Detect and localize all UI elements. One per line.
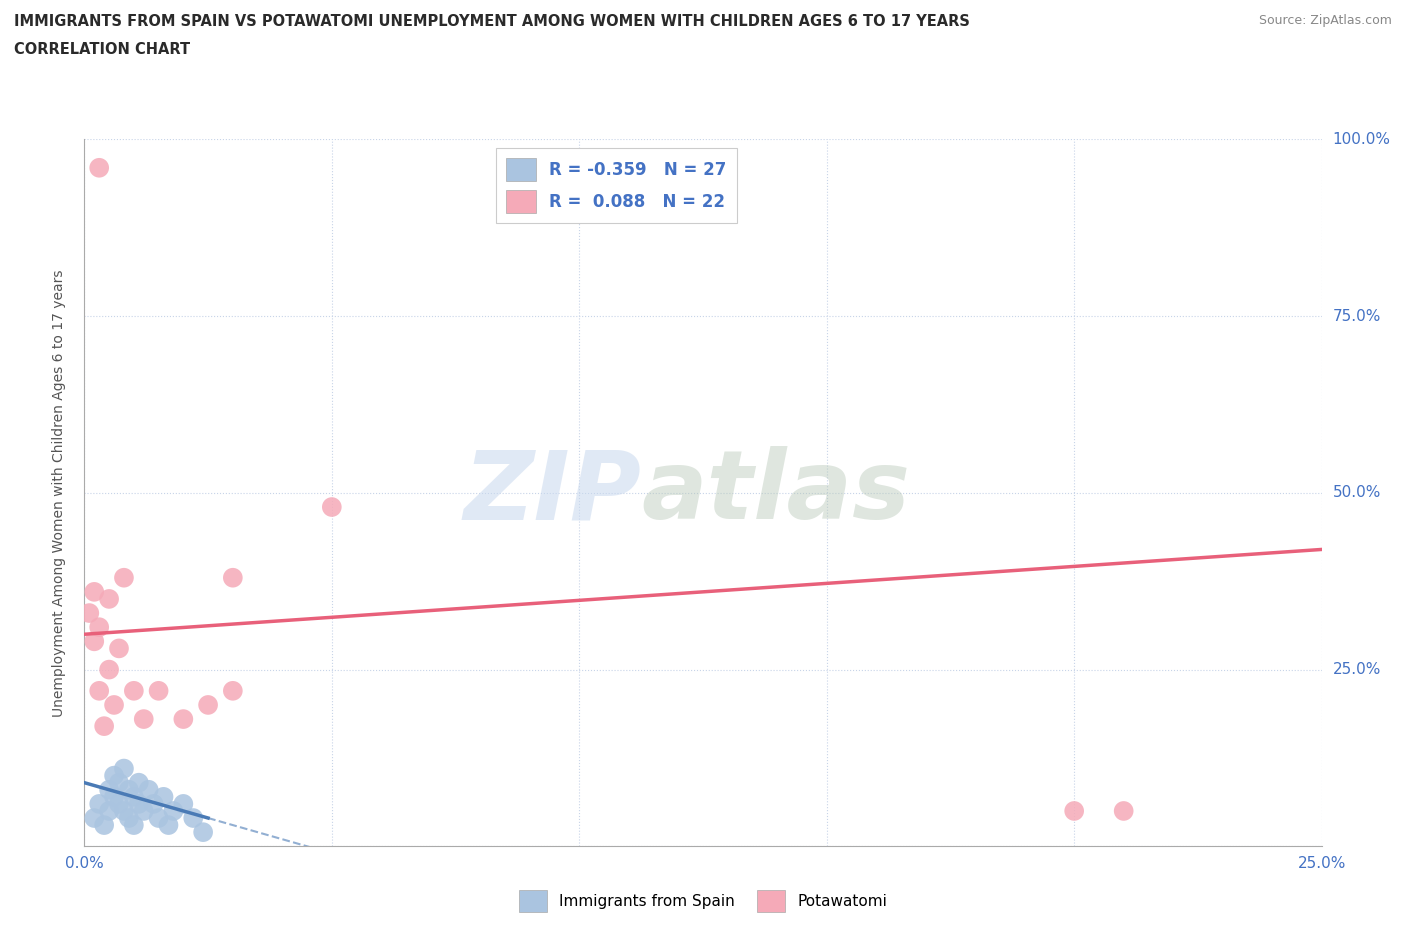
Point — [132, 711, 155, 726]
Point — [148, 684, 170, 698]
Point — [138, 782, 160, 797]
Point — [118, 782, 141, 797]
Text: 75.0%: 75.0% — [1333, 309, 1381, 324]
Point — [172, 796, 194, 811]
Text: Source: ZipAtlas.com: Source: ZipAtlas.com — [1258, 14, 1392, 27]
Point — [89, 160, 111, 175]
Point — [108, 641, 131, 656]
Point — [112, 804, 135, 818]
Point — [197, 698, 219, 712]
Legend: Immigrants from Spain, Potawatomi: Immigrants from Spain, Potawatomi — [513, 884, 893, 918]
Point — [132, 804, 155, 818]
Point — [128, 796, 150, 811]
Point — [83, 584, 105, 599]
Point — [1063, 804, 1085, 818]
Point — [89, 619, 111, 634]
Point — [98, 662, 121, 677]
Point — [89, 796, 111, 811]
Point — [112, 761, 135, 776]
Point — [112, 570, 135, 585]
Point — [108, 776, 131, 790]
Point — [122, 817, 145, 832]
Point — [1112, 804, 1135, 818]
Point — [122, 684, 145, 698]
Point — [181, 811, 204, 826]
Point — [89, 684, 111, 698]
Point — [122, 790, 145, 804]
Text: CORRELATION CHART: CORRELATION CHART — [14, 42, 190, 57]
Point — [93, 817, 115, 832]
Text: IMMIGRANTS FROM SPAIN VS POTAWATOMI UNEMPLOYMENT AMONG WOMEN WITH CHILDREN AGES : IMMIGRANTS FROM SPAIN VS POTAWATOMI UNEM… — [14, 14, 970, 29]
Point — [128, 776, 150, 790]
Point — [157, 817, 180, 832]
Point — [152, 790, 174, 804]
Point — [103, 790, 125, 804]
Y-axis label: Unemployment Among Women with Children Ages 6 to 17 years: Unemployment Among Women with Children A… — [52, 269, 66, 717]
Text: 100.0%: 100.0% — [1333, 132, 1391, 147]
Point — [222, 570, 245, 585]
Text: 25.0%: 25.0% — [1333, 662, 1381, 677]
Point — [142, 796, 165, 811]
Point — [191, 825, 214, 840]
Text: 50.0%: 50.0% — [1333, 485, 1381, 500]
Point — [103, 698, 125, 712]
Point — [118, 811, 141, 826]
Point — [79, 605, 101, 620]
Point — [103, 768, 125, 783]
Text: atlas: atlas — [641, 446, 910, 539]
Text: ZIP: ZIP — [463, 446, 641, 539]
Point — [83, 811, 105, 826]
Point — [222, 684, 245, 698]
Point — [321, 499, 343, 514]
Legend: R = -0.359   N = 27, R =  0.088   N = 22: R = -0.359 N = 27, R = 0.088 N = 22 — [496, 148, 737, 223]
Point — [98, 804, 121, 818]
Point — [172, 711, 194, 726]
Point — [98, 782, 121, 797]
Point — [162, 804, 184, 818]
Point — [98, 591, 121, 606]
Point — [108, 796, 131, 811]
Point — [83, 634, 105, 649]
Point — [93, 719, 115, 734]
Point — [148, 811, 170, 826]
